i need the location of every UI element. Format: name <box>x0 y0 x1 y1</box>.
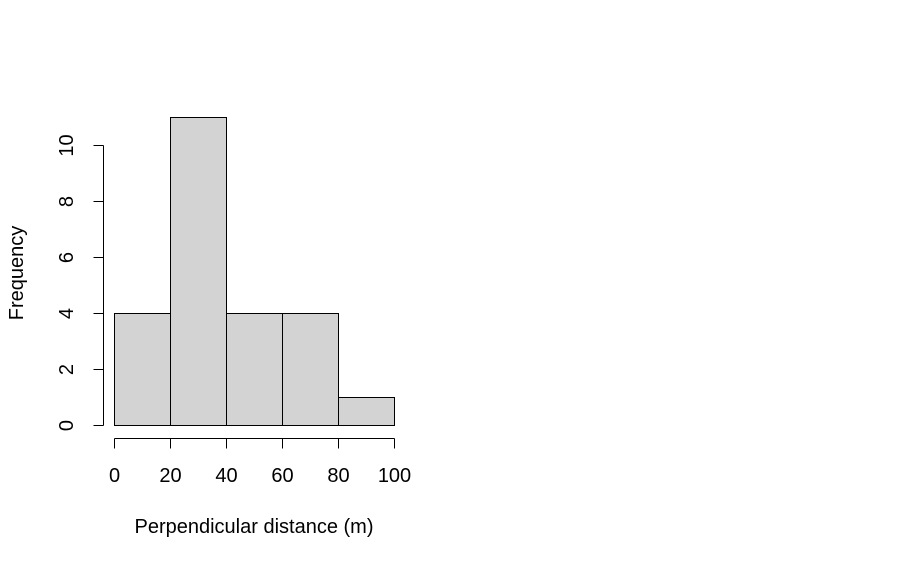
x-tick-label-100: 100 <box>378 465 411 487</box>
y-axis-title: Frequency <box>6 226 28 321</box>
y-tick-label-6: 6 <box>56 252 78 263</box>
y-tick-label-2: 2 <box>56 364 78 375</box>
bar-60-80 <box>282 313 339 426</box>
x-tick-label-80: 80 <box>327 465 349 487</box>
y-axis: 0 2 4 6 8 10 <box>56 134 104 431</box>
y-tick-label-8: 8 <box>56 196 78 207</box>
y-tick-label-0: 0 <box>56 420 78 431</box>
y-tick-label-4: 4 <box>56 308 78 319</box>
x-tick-label-20: 20 <box>159 465 181 487</box>
x-tick-label-0: 0 <box>109 465 120 487</box>
x-axis-title: Perpendicular distance (m) <box>135 516 374 538</box>
bar-0-20 <box>114 313 171 426</box>
bar-40-60 <box>226 313 283 426</box>
x-tick-label-60: 60 <box>271 465 293 487</box>
y-tick-label-10: 10 <box>56 134 78 156</box>
x-axis: 0 20 40 60 80 100 <box>109 438 411 487</box>
bar-80-100 <box>338 397 395 426</box>
x-tick-label-40: 40 <box>215 465 237 487</box>
bars-layer <box>114 117 395 426</box>
bar-20-40 <box>170 117 227 426</box>
